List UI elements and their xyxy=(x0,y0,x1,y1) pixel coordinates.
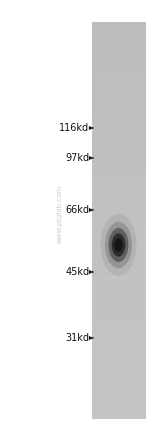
Bar xyxy=(92,32,146,37)
Bar xyxy=(92,240,146,245)
Text: 97kd: 97kd xyxy=(65,153,89,163)
Bar xyxy=(92,86,146,92)
Bar xyxy=(92,176,146,181)
Bar xyxy=(92,131,146,136)
Bar xyxy=(92,156,146,161)
Bar xyxy=(92,290,146,295)
Bar xyxy=(92,265,146,270)
Bar xyxy=(92,92,146,97)
Bar xyxy=(92,111,146,116)
Bar xyxy=(92,22,146,27)
Bar xyxy=(92,47,146,52)
Bar xyxy=(92,349,146,354)
Bar xyxy=(92,389,146,394)
Ellipse shape xyxy=(114,238,123,252)
Bar xyxy=(92,37,146,42)
Bar xyxy=(92,27,146,32)
Bar xyxy=(92,230,146,235)
Bar xyxy=(92,77,146,82)
Bar xyxy=(92,374,146,379)
Ellipse shape xyxy=(100,214,136,276)
Bar xyxy=(92,226,146,230)
Text: www.ptglab.com: www.ptglab.com xyxy=(57,185,63,243)
Bar xyxy=(92,122,146,126)
Bar xyxy=(92,245,146,250)
Bar xyxy=(92,324,146,330)
Ellipse shape xyxy=(109,228,128,262)
Bar xyxy=(92,280,146,285)
Bar xyxy=(92,215,146,220)
Bar xyxy=(92,62,146,67)
Bar xyxy=(92,260,146,265)
Bar xyxy=(92,161,146,166)
Bar xyxy=(92,136,146,141)
Bar xyxy=(92,107,146,111)
Ellipse shape xyxy=(112,233,125,256)
Text: 45kd: 45kd xyxy=(65,267,89,277)
Bar xyxy=(92,354,146,359)
Bar xyxy=(92,146,146,151)
Bar xyxy=(92,315,146,319)
Bar xyxy=(92,250,146,255)
Bar xyxy=(92,181,146,186)
Bar xyxy=(92,384,146,389)
Bar xyxy=(92,319,146,324)
Bar xyxy=(92,334,146,339)
Bar xyxy=(92,379,146,384)
Bar xyxy=(92,344,146,349)
Bar xyxy=(92,72,146,77)
Bar xyxy=(92,201,146,205)
Bar xyxy=(92,285,146,290)
Bar xyxy=(92,413,146,419)
Text: 66kd: 66kd xyxy=(65,205,89,215)
Bar xyxy=(92,67,146,72)
Bar xyxy=(92,211,146,215)
Bar xyxy=(92,116,146,122)
Text: 116kd: 116kd xyxy=(59,123,89,133)
Bar xyxy=(92,404,146,409)
Bar xyxy=(92,330,146,334)
Bar xyxy=(92,394,146,399)
Bar xyxy=(92,270,146,275)
Bar xyxy=(92,364,146,369)
Bar xyxy=(92,359,146,364)
Bar xyxy=(92,186,146,191)
Bar xyxy=(92,166,146,171)
Bar xyxy=(92,235,146,240)
Bar xyxy=(92,57,146,62)
Bar xyxy=(92,171,146,176)
Bar xyxy=(92,42,146,47)
Bar xyxy=(92,399,146,404)
Bar xyxy=(92,97,146,101)
Bar xyxy=(92,205,146,211)
Bar xyxy=(92,151,146,156)
Bar xyxy=(92,409,146,413)
Ellipse shape xyxy=(105,222,132,268)
Bar xyxy=(92,126,146,131)
Bar xyxy=(92,220,146,226)
Bar xyxy=(92,300,146,305)
Bar xyxy=(92,275,146,280)
Bar xyxy=(92,295,146,300)
Bar xyxy=(92,101,146,107)
Bar xyxy=(92,141,146,146)
Bar xyxy=(92,369,146,374)
Bar xyxy=(92,82,146,86)
Bar xyxy=(92,339,146,344)
Bar xyxy=(92,305,146,309)
Bar xyxy=(92,309,146,315)
Bar xyxy=(92,196,146,201)
Bar xyxy=(92,191,146,196)
Bar xyxy=(92,255,146,260)
Text: 31kd: 31kd xyxy=(65,333,89,343)
Bar xyxy=(92,52,146,57)
